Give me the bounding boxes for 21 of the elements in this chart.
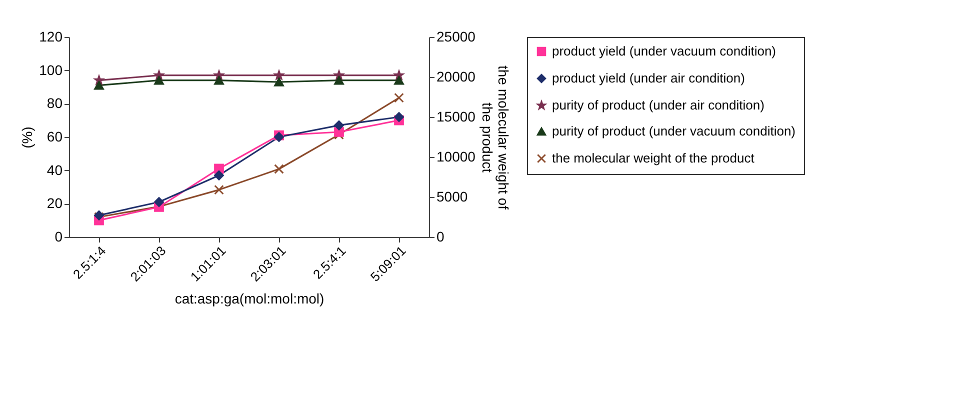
legend-label: purity of product (under air condition) — [552, 98, 764, 112]
y2-tick-label: 5000 — [436, 188, 468, 204]
y-tick-label: 60 — [46, 128, 63, 144]
y-tick-label: 100 — [39, 62, 63, 78]
y-tick-label: 0 — [54, 228, 63, 244]
y-tick-label: 80 — [46, 95, 63, 112]
legend-label: product yield (under air condition) — [552, 70, 745, 86]
y2-tick-label: 10000 — [436, 148, 476, 164]
legend-label: product yield (under vacuum condition) — [552, 44, 776, 58]
y2-axis-title: the molecular weight of the product — [479, 66, 512, 210]
y2-tick-label: 20000 — [436, 68, 476, 84]
legend-label: the molecular weight of the product — [552, 150, 755, 166]
y2-tick-label: 25000 — [436, 28, 476, 44]
y-tick-label: 40 — [46, 162, 63, 178]
y-tick-label: 120 — [39, 28, 63, 44]
x-axis-title: cat:asp:ga(mol:mol:mol) — [174, 290, 324, 306]
y-tick-label: 20 — [46, 195, 63, 212]
y2-tick-label: 0 — [436, 228, 444, 244]
legend-label: purity of product (under vacuum condition) — [552, 124, 796, 138]
y-axis-title: (%) — [19, 126, 36, 148]
y2-tick-label: 15000 — [436, 108, 476, 124]
